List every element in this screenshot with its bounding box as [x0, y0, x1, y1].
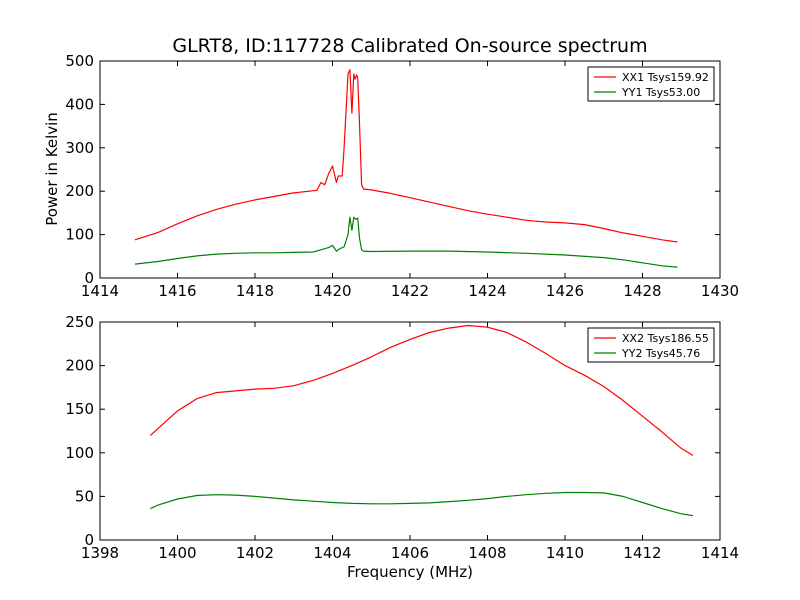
x-tick-label: 1410	[546, 544, 584, 562]
bottom-panel-series	[149, 324, 694, 517]
y-tick-label: 150	[65, 400, 94, 418]
y-tick-label: 50	[75, 487, 94, 505]
y-tick-label: 400	[65, 95, 94, 113]
x-tick-label: 1430	[701, 282, 739, 300]
y-tick-label: 100	[65, 226, 94, 244]
legend-label: XX1 Tsys159.92	[622, 71, 709, 84]
x-tick-label: 1406	[391, 544, 429, 562]
bottom-panel-frame	[99, 321, 721, 541]
legend-label: YY1 Tsys53.00	[621, 86, 700, 99]
series-line-xx	[149, 324, 694, 456]
x-tick-label: 1414	[81, 282, 119, 300]
y-tick-label: 500	[65, 52, 94, 70]
series-line-yy	[150, 491, 693, 517]
top-panel-frame	[99, 60, 721, 279]
y-axis-label: Power in Kelvin	[43, 112, 61, 226]
y-tick-label: 200	[65, 357, 94, 375]
x-tick-label: 1402	[236, 544, 274, 562]
legend-label: YY2 Tsys45.76	[621, 347, 700, 360]
y-tick-label: 200	[65, 182, 94, 200]
x-tick-label: 1416	[158, 282, 196, 300]
series-line-xx	[134, 69, 678, 243]
bottom-panel-legend: XX2 Tsys186.55 YY2 Tsys45.76	[587, 327, 715, 363]
x-tick-label: 1422	[391, 282, 429, 300]
legend-box	[587, 66, 715, 102]
x-tick-label: 1420	[313, 282, 351, 300]
top-panel-legend: XX1 Tsys159.92 YY1 Tsys53.00	[587, 66, 715, 102]
legend-box	[587, 327, 715, 363]
x-tick-label: 1428	[623, 282, 661, 300]
x-tick-label: 1400	[158, 544, 196, 562]
x-tick-label: 1412	[623, 544, 661, 562]
x-axis-label: Frequency (MHz)	[347, 563, 473, 581]
y-tick-label: 0	[84, 269, 94, 287]
bottom-panel-ticks: 1398 1400 1402 1404 1406 1408 1410 1412 1414 0 50 1…	[65, 313, 739, 562]
x-tick-label: 1398	[81, 544, 119, 562]
x-tick-label: 1424	[468, 282, 506, 300]
chart-title: GLRT8, ID:117728 Calibrated On-source sp…	[172, 35, 647, 57]
bottom-panel: Frequency (MHz) 1398 1400 1402 1404 1406 1408…	[65, 313, 739, 581]
x-tick-label: 1408	[468, 544, 506, 562]
x-tick-label: 1426	[546, 282, 584, 300]
y-tick-label: 300	[65, 139, 94, 157]
x-tick-label: 1414	[701, 544, 739, 562]
top-panel-ticks: 1414 1416 1418 1420 1422 1424 1426 1428 1430 0 100…	[65, 52, 739, 300]
x-tick-label: 1404	[313, 544, 351, 562]
x-tick-label: 1418	[236, 282, 274, 300]
y-tick-label: 100	[65, 444, 94, 462]
y-tick-label: 0	[84, 531, 94, 549]
y-tick-label: 250	[65, 313, 94, 331]
top-panel: GLRT8, ID:117728 Calibrated On-source sp…	[43, 35, 739, 300]
series-line-yy	[134, 216, 678, 268]
legend-label: XX2 Tsys186.55	[622, 332, 709, 345]
top-panel-series	[134, 69, 678, 268]
